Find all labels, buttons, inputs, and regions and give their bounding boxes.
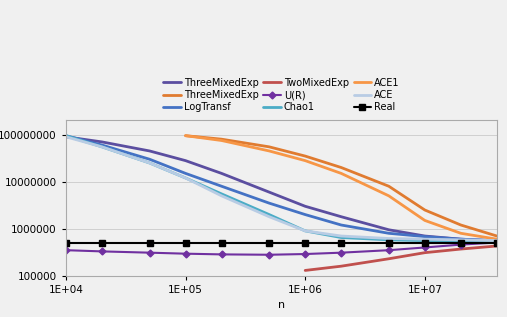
Legend: ThreeMixedExp, ThreeMixedExp, LogTransf, TwoMixedExp, U(R), Chao1, ACE1, ACE, Re: ThreeMixedExp, ThreeMixedExp, LogTransf,…	[163, 78, 400, 113]
X-axis label: n: n	[278, 301, 285, 310]
